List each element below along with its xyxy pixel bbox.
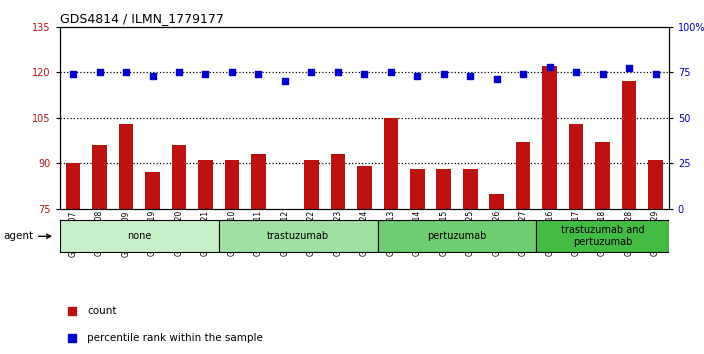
Point <box>570 69 582 75</box>
Point <box>650 71 661 77</box>
Bar <box>172 145 187 354</box>
Bar <box>384 118 398 354</box>
Point <box>385 69 396 75</box>
Bar <box>596 142 610 354</box>
Bar <box>251 154 265 354</box>
Bar <box>65 163 80 354</box>
Point <box>412 73 423 79</box>
Point <box>68 71 79 77</box>
Bar <box>119 124 133 354</box>
Point <box>147 73 158 79</box>
Bar <box>219 220 377 252</box>
Bar <box>60 220 219 252</box>
Point <box>332 69 344 75</box>
Point <box>306 69 317 75</box>
Point <box>94 69 105 75</box>
Bar <box>304 160 319 354</box>
Bar <box>536 220 669 252</box>
Point <box>253 71 264 77</box>
Bar <box>199 160 213 354</box>
Point <box>200 71 211 77</box>
Bar <box>436 169 451 354</box>
Point <box>120 69 132 75</box>
Point <box>597 71 608 77</box>
Text: pertuzumab: pertuzumab <box>427 231 486 241</box>
Text: GDS4814 / ILMN_1779177: GDS4814 / ILMN_1779177 <box>60 12 224 25</box>
Point <box>624 65 635 71</box>
Text: agent: agent <box>3 231 51 241</box>
Point <box>279 79 291 84</box>
Text: none: none <box>127 231 151 241</box>
Point <box>438 71 449 77</box>
Bar <box>331 154 345 354</box>
Text: percentile rank within the sample: percentile rank within the sample <box>87 333 263 343</box>
Bar <box>145 172 160 354</box>
Bar <box>357 166 372 354</box>
Point <box>173 69 184 75</box>
Bar <box>410 169 425 354</box>
Point <box>491 76 503 82</box>
Bar <box>489 194 504 354</box>
Text: trastuzumab: trastuzumab <box>267 231 329 241</box>
Point <box>470 208 481 214</box>
Bar <box>542 66 557 354</box>
Bar <box>463 169 477 354</box>
Bar <box>92 145 107 354</box>
Bar <box>569 124 584 354</box>
Bar <box>622 81 636 354</box>
Bar <box>277 209 292 354</box>
Point <box>358 71 370 77</box>
Bar <box>225 160 239 354</box>
Text: count: count <box>87 306 117 316</box>
Point <box>517 71 529 77</box>
Bar <box>377 220 536 252</box>
Bar <box>516 142 530 354</box>
Point <box>226 69 237 75</box>
Text: trastuzumab and
pertuzumab: trastuzumab and pertuzumab <box>561 225 644 247</box>
Point <box>465 73 476 79</box>
Bar <box>648 160 663 354</box>
Point <box>544 64 555 69</box>
